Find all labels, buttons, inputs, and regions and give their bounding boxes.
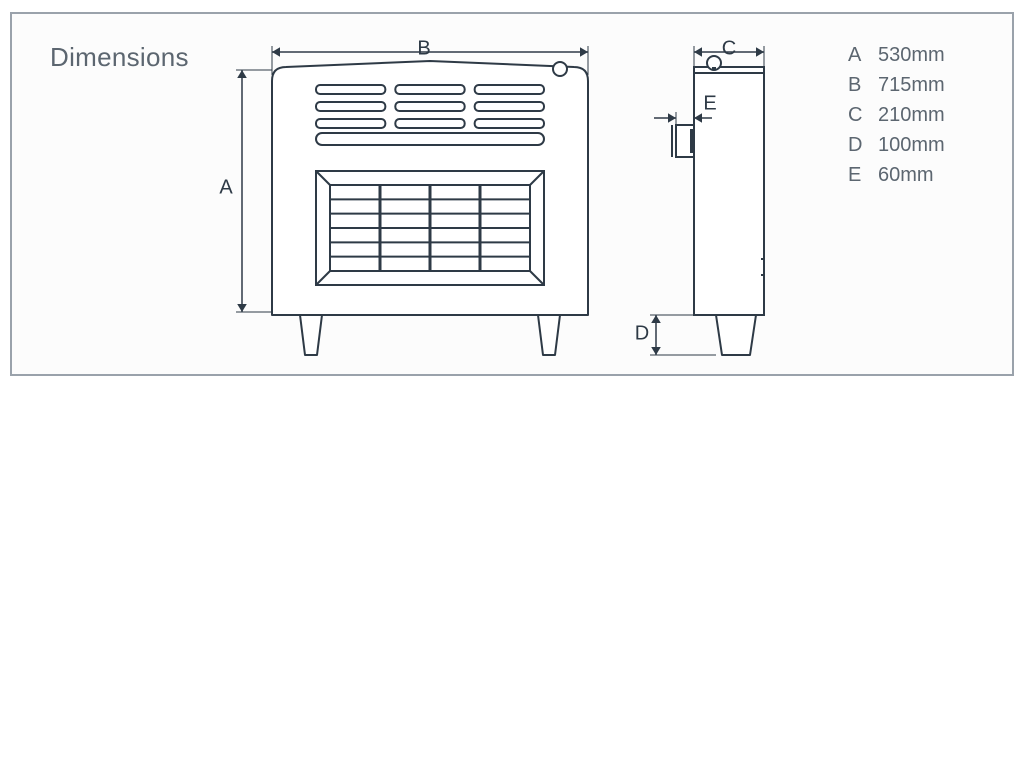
svg-text:E: E (703, 92, 716, 114)
svg-text:B: B (417, 37, 430, 59)
legend-row: B715mm (848, 70, 945, 100)
legend-row: A530mm (848, 40, 945, 70)
svg-text:C: C (722, 37, 736, 59)
svg-text:D: D (635, 322, 649, 344)
legend-row: E60mm (848, 160, 945, 190)
legend-row: D100mm (848, 130, 945, 160)
dimension-legend: A530mmB715mmC210mmD100mmE60mm (848, 40, 945, 190)
legend-row: C210mm (848, 100, 945, 130)
svg-text:A: A (219, 176, 233, 198)
